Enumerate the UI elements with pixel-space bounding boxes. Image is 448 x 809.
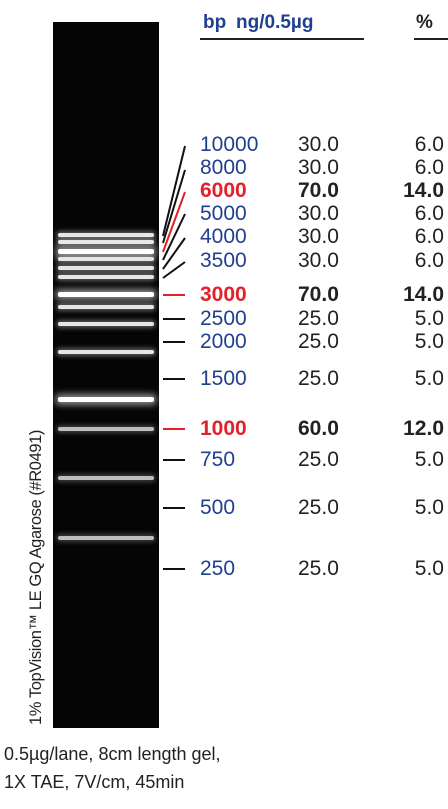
gel-band-3500	[58, 275, 154, 279]
gel-band-250	[58, 536, 154, 540]
bp-label-5000: 5000	[200, 202, 247, 225]
footer-conditions-line2: 1X TAE, 7V/cm, 45min	[4, 772, 185, 792]
ng-value-2500: 25.0	[298, 307, 339, 330]
ng-value-4000: 30.0	[298, 225, 339, 248]
tick-250	[163, 568, 185, 570]
ng-value-1000: 60.0	[298, 417, 339, 440]
gel-band-6000	[58, 249, 154, 254]
pct-value-5000: 6.0	[414, 202, 444, 225]
bp-label-6000: 6000	[200, 179, 247, 202]
connector-5000	[162, 213, 186, 261]
gel-band-500	[58, 476, 154, 480]
pct-value-1500: 5.0	[414, 367, 444, 390]
ng-value-5000: 30.0	[298, 202, 339, 225]
bp-label-500: 500	[200, 496, 236, 519]
tick-500	[163, 507, 185, 509]
bp-label-8000: 8000	[200, 156, 247, 179]
pct-value-3000: 14.0	[403, 283, 444, 306]
connector-10000	[162, 145, 186, 237]
footer-conditions-line1: 0.5µg/lane, 8cm length gel,	[4, 744, 221, 764]
pct-value-4000: 6.0	[414, 225, 444, 248]
gel-band-750	[58, 427, 154, 431]
tick-2000	[163, 341, 185, 343]
header-underline-percent	[414, 38, 448, 40]
ng-value-1500: 25.0	[298, 367, 339, 390]
ng-value-3000: 70.0	[298, 283, 339, 306]
gel-band-5000	[58, 257, 154, 261]
gel-band-3000	[58, 292, 154, 297]
connector-4000	[162, 237, 186, 270]
tick-750	[163, 459, 185, 461]
connector-8000	[162, 169, 186, 244]
ng-value-750: 25.0	[298, 448, 339, 471]
pct-value-1000: 12.0	[403, 417, 444, 440]
agarose-gel-lane	[53, 22, 159, 728]
ng-value-250: 25.0	[298, 557, 339, 580]
bp-label-2000: 2000	[200, 330, 247, 353]
gel-band-10000	[58, 233, 154, 237]
gel-band-2500	[58, 305, 154, 309]
header-ng-per-0-5ug: ng/0.5µg	[236, 12, 314, 33]
pct-value-2000: 5.0	[414, 330, 444, 353]
header-bp: bp	[203, 12, 227, 33]
bp-label-1500: 1500	[200, 367, 247, 390]
connector-3500	[162, 261, 186, 279]
gel-band-1000	[58, 397, 154, 402]
gel-band-2000	[58, 322, 154, 326]
pct-value-8000: 6.0	[414, 156, 444, 179]
bp-label-2500: 2500	[200, 307, 247, 330]
tick-2500	[163, 318, 185, 320]
ng-value-10000: 30.0	[298, 133, 339, 156]
ng-value-500: 25.0	[298, 496, 339, 519]
ng-value-6000: 70.0	[298, 179, 339, 202]
bp-label-3000: 3000	[200, 283, 247, 306]
pct-value-3500: 6.0	[414, 249, 444, 272]
bp-label-4000: 4000	[200, 225, 247, 248]
gel-band-4000	[58, 266, 154, 270]
tick-1000	[163, 428, 185, 430]
ng-value-2000: 25.0	[298, 330, 339, 353]
gel-band-1500	[58, 350, 154, 354]
gel-band-8000	[58, 240, 154, 244]
bp-label-250: 250	[200, 557, 236, 580]
bp-label-10000: 10000	[200, 133, 259, 156]
ng-value-8000: 30.0	[298, 156, 339, 179]
tick-3000	[163, 294, 185, 296]
pct-value-250: 5.0	[414, 557, 444, 580]
pct-value-500: 5.0	[414, 496, 444, 519]
ng-value-3500: 30.0	[298, 249, 339, 272]
pct-value-10000: 6.0	[414, 133, 444, 156]
connector-6000	[162, 191, 186, 253]
pct-value-6000: 14.0	[403, 179, 444, 202]
header-percent: %	[416, 12, 433, 33]
pct-value-2500: 5.0	[414, 307, 444, 330]
tick-1500	[163, 378, 185, 380]
bp-label-1000: 1000	[200, 417, 247, 440]
bp-label-3500: 3500	[200, 249, 247, 272]
bp-label-750: 750	[200, 448, 236, 471]
pct-value-750: 5.0	[414, 448, 444, 471]
header-underline	[200, 38, 364, 40]
